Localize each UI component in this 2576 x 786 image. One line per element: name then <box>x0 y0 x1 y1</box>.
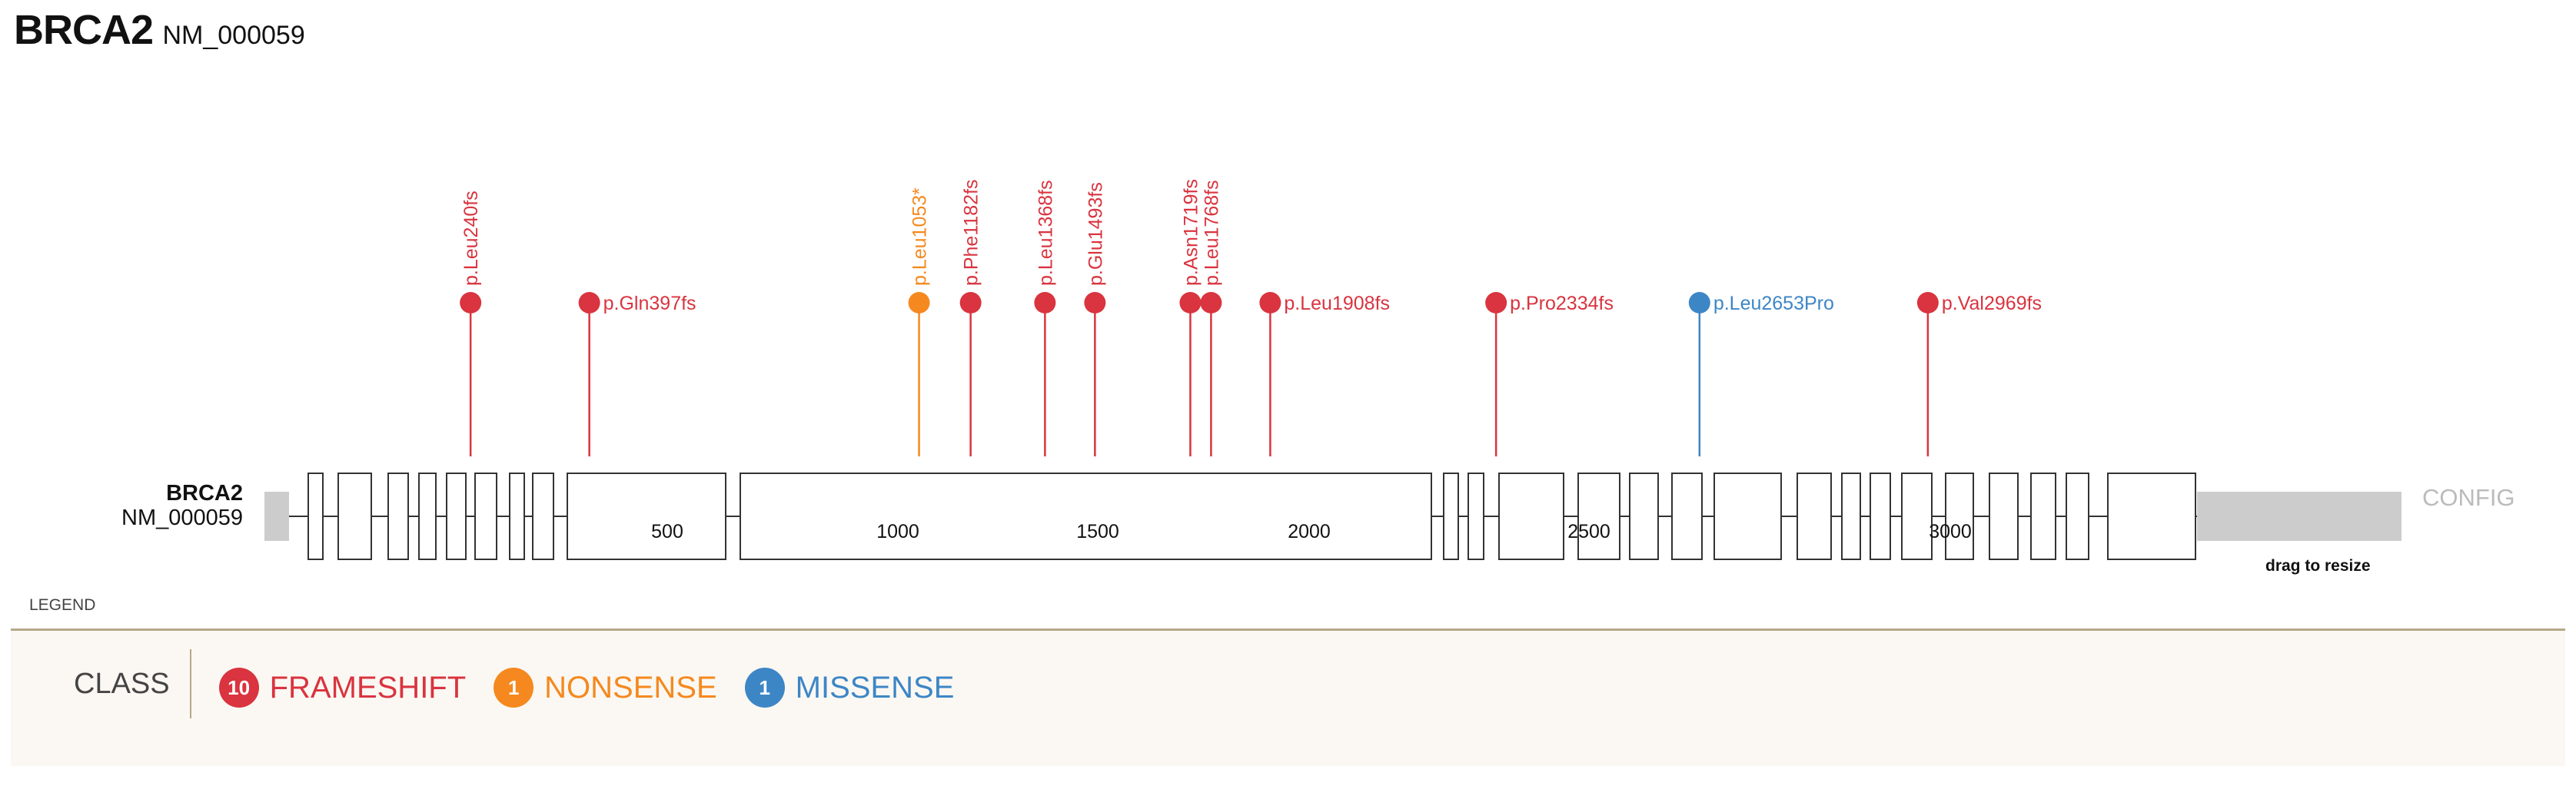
exon-box <box>509 473 525 560</box>
exon-box <box>1797 473 1832 560</box>
lollipop-head[interactable] <box>578 292 600 313</box>
exon-box <box>1498 473 1564 560</box>
lollipop-head[interactable] <box>1259 292 1281 313</box>
lollipop-diagram: 500 1000 1500 2000 2500 3000 p.Leu240fs p.Gln3… <box>29 179 2515 614</box>
exon-box <box>387 473 409 560</box>
lollipop-head[interactable] <box>1688 292 1710 313</box>
utr-3prime <box>2197 492 2401 541</box>
config-button[interactable]: CONFIG <box>2422 484 2515 511</box>
mutation-label: p.Phe1182fs <box>961 179 982 286</box>
mutation-label: p.Leu2653Pro <box>1713 293 1834 314</box>
exon-box <box>337 473 372 560</box>
legend-title: LEGEND <box>29 596 95 614</box>
legend-item-missense[interactable]: 1 MISSENSE <box>744 668 955 708</box>
exon-box <box>567 473 726 560</box>
legend-panel: CLASS 10 FRAMESHIFT 1 NONSENSE 1 MISSENS… <box>11 628 2565 766</box>
lollipop-head[interactable] <box>959 292 982 313</box>
mutation-label: p.Pro2334fs <box>1510 293 1614 314</box>
exon-box <box>1989 473 2019 560</box>
lollipop-head[interactable] <box>908 292 930 313</box>
mutation-lollipops: p.Leu240fs p.Gln397fs p.Leu1053* p.Phe1182f… <box>460 179 2042 314</box>
utr-5prime <box>264 492 289 541</box>
nonsense-label: NONSENSE <box>544 670 717 705</box>
lollipop-head[interactable] <box>1179 292 1202 313</box>
exon-box <box>1467 473 1484 560</box>
mutation-label: p.Val2969fs <box>1942 293 2042 314</box>
frameshift-label: FRAMESHIFT <box>269 670 467 705</box>
exon-box <box>1945 473 1974 560</box>
exon-track <box>264 473 2401 560</box>
page-header: BRCA2 NM_000059 <box>14 6 305 54</box>
exon-box <box>1713 473 1782 560</box>
exon-box <box>1443 473 1459 560</box>
mutation-label: p.Leu1368fs <box>1035 180 1056 286</box>
mutation-label: p.Glu1493fs <box>1085 182 1106 286</box>
exon-box <box>1629 473 1659 560</box>
exon-box <box>532 473 554 560</box>
axis-tick-label: 500 <box>651 521 683 542</box>
exon-box <box>1841 473 1861 560</box>
mutation-label: p.Leu240fs <box>460 191 482 286</box>
mutation-label: p.Leu1768fs <box>1201 180 1222 286</box>
axis-tick-label: 2000 <box>1288 521 1331 542</box>
drag-resize-handle[interactable]: drag to resize <box>2265 557 2371 575</box>
exon-box <box>740 473 1432 560</box>
axis-tick-label: 1000 <box>876 521 919 542</box>
exon-box <box>474 473 497 560</box>
axis-tick-label: 3000 <box>1929 521 1972 542</box>
lollipop-head[interactable] <box>1034 292 1056 313</box>
axis-tick-label: 1500 <box>1076 521 1119 542</box>
exon-box <box>1577 473 1620 560</box>
exon-box <box>2107 473 2196 560</box>
mutation-stems <box>469 303 1930 456</box>
exon-box <box>1671 473 1703 560</box>
track-gene-label: BRCA2 <box>166 481 243 506</box>
lollipop-head[interactable] <box>1084 292 1106 313</box>
mutation-label: p.Leu1053* <box>909 187 931 286</box>
legend-item-nonsense[interactable]: 1 NONSENSE <box>494 668 717 708</box>
exon-box <box>418 473 437 560</box>
axis-tick-label: 2500 <box>1567 521 1610 542</box>
axis-ticks: 500 1000 1500 2000 2500 3000 <box>651 521 1972 542</box>
legend-item-frameshift[interactable]: 10 FRAMESHIFT <box>218 668 467 708</box>
missense-label: MISSENSE <box>795 670 955 705</box>
exon-box <box>2030 473 2056 560</box>
lollipop-head[interactable] <box>460 292 482 313</box>
nonsense-count-badge: 1 <box>494 668 534 708</box>
frameshift-count-badge: 10 <box>218 668 259 708</box>
gene-title: BRCA2 <box>14 7 154 53</box>
exon-box <box>1901 473 1933 560</box>
exon-box <box>1870 473 1891 560</box>
lollipop-head[interactable] <box>1916 292 1939 313</box>
lollipop-head[interactable] <box>1485 292 1507 313</box>
missense-count-badge: 1 <box>744 668 785 708</box>
exon-box <box>446 473 467 560</box>
lollipop-head[interactable] <box>1200 292 1222 313</box>
mutation-label: p.Leu1908fs <box>1284 293 1390 314</box>
transcript-title: NM_000059 <box>162 21 305 50</box>
mutation-label: p.Gln397fs <box>603 293 696 314</box>
class-label: CLASS <box>74 649 191 718</box>
exon-box <box>2066 473 2089 560</box>
class-legend: CLASS 10 FRAMESHIFT 1 NONSENSE 1 MISSENS… <box>74 649 955 718</box>
mutation-label: p.Asn1719fs <box>1180 179 1202 286</box>
exon-box <box>307 473 324 560</box>
track-transcript-label: NM_000059 <box>121 506 243 530</box>
